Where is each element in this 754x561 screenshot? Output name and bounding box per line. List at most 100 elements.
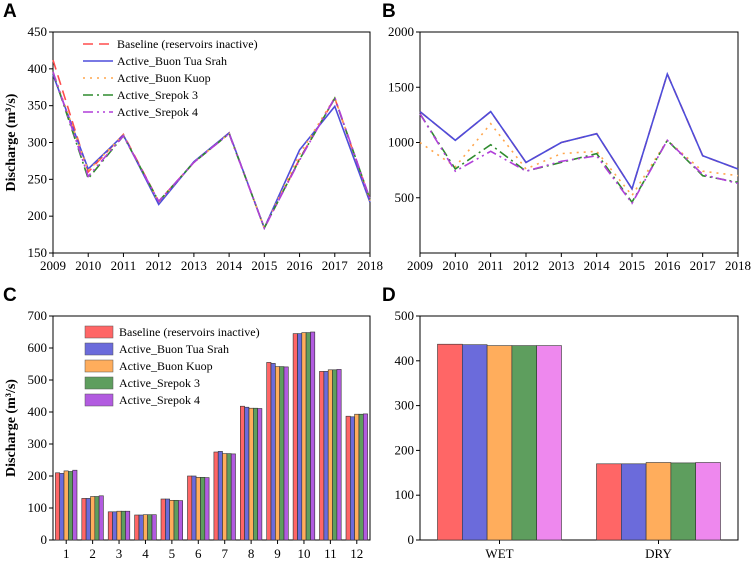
panel-c-bar xyxy=(244,406,250,541)
panel-c-bar xyxy=(349,416,355,541)
panel-b-plot-frame xyxy=(419,31,739,254)
panel-c-bar xyxy=(213,451,219,541)
panel-c-bar xyxy=(283,366,289,541)
panel-c-xtick-label: 5 xyxy=(169,546,176,561)
panel-a-ytick-label: 300 xyxy=(28,135,48,150)
panel-c-ytick-label: 500 xyxy=(28,372,48,387)
panel-c-bar xyxy=(68,471,74,541)
panel-d-ytick-label: 400 xyxy=(395,353,415,368)
panel-c-ytick-label: 600 xyxy=(28,340,48,355)
panel-a-xtick-label: 2017 xyxy=(322,258,349,273)
panel-label-c: C xyxy=(3,285,17,306)
panel-a-legend-label: Baseline (reservoirs inactive) xyxy=(117,37,258,51)
panel-a-series-line xyxy=(52,59,371,230)
panel-c-bar xyxy=(275,366,280,541)
panel-c-bar xyxy=(187,475,193,541)
panel-c-bar xyxy=(169,499,175,541)
panel-c-bar xyxy=(134,514,140,541)
panel-c-bar xyxy=(323,371,329,541)
panel-c-bar xyxy=(116,510,122,541)
panel-c-legend-swatch xyxy=(84,342,114,356)
panel-c-y-axis-title: Discharge (m³/s) xyxy=(4,379,19,477)
panel-b-xtick-label: 2012 xyxy=(513,258,539,273)
panel-c-bar xyxy=(297,333,303,541)
panel-a-xtick-label: 2014 xyxy=(216,258,243,273)
panel-c-ytick-label: 0 xyxy=(41,532,48,547)
panel-label-b: B xyxy=(382,1,396,22)
panel-b-xtick-label: 2014 xyxy=(584,258,611,273)
panel-a-line-chart: 150 200 250 300 350 400 450 Discharge (m³/s) 200… xyxy=(4,24,383,273)
panel-b-xtick-label: 2018 xyxy=(725,258,751,273)
panel-c-xtick-label: 6 xyxy=(195,546,202,561)
panel-c-bar xyxy=(226,453,232,541)
panel-c-xtick-label: 1 xyxy=(63,546,70,561)
panel-a-series-line xyxy=(52,74,371,231)
panel-d-bar xyxy=(620,463,647,541)
panel-label-d: D xyxy=(382,285,396,306)
panel-a-xtick-label: 2016 xyxy=(287,258,314,273)
panel-c-legend-label: Active_Srepok 3 xyxy=(119,376,200,390)
panel-c-bar xyxy=(173,499,179,541)
panel-c-legend-swatch xyxy=(84,325,114,339)
panel-c-xtick-label: 10 xyxy=(297,546,310,561)
panel-c-bar xyxy=(230,453,236,541)
panel-c-xtick-label: 9 xyxy=(274,546,281,561)
panel-d-bar-chart: 0 100 200 300 400 500 WET DRY xyxy=(395,308,739,561)
panel-c-legend-swatch xyxy=(84,376,114,390)
panel-c-ytick-label: 700 xyxy=(28,308,48,323)
panel-a-y-axis-title: Discharge (m³/s) xyxy=(4,93,19,191)
panel-c-bar xyxy=(345,415,351,541)
panel-d-bar xyxy=(486,345,513,541)
panel-a-xtick-label: 2018 xyxy=(357,258,383,273)
panel-d-bar xyxy=(511,345,537,541)
panel-c-bar xyxy=(125,510,131,541)
panel-a-ytick-label: 150 xyxy=(28,245,48,260)
panel-c-bar xyxy=(59,473,65,541)
panel-c-bar xyxy=(138,514,144,541)
panel-c-bar xyxy=(301,332,307,541)
panel-b-series-line xyxy=(419,113,739,205)
panel-c-bar xyxy=(143,514,148,541)
panel-c-bar xyxy=(332,369,338,541)
panel-a-xtick-label: 2011 xyxy=(111,258,137,273)
panel-c-bar xyxy=(178,500,183,541)
panel-a-ytick-label: 250 xyxy=(28,171,48,186)
panel-c-bar xyxy=(305,332,311,541)
panel-b-series-line xyxy=(419,71,739,191)
panel-c-xtick-label: 11 xyxy=(324,546,337,561)
panel-b-ytick-label: 1000 xyxy=(388,135,414,150)
panel-a-legend-label: Active_Buon Tua Srah xyxy=(117,54,227,68)
panel-a-xtick-label: 2009 xyxy=(40,258,66,273)
panel-c-bar xyxy=(204,477,210,541)
panel-c-xtick-label: 4 xyxy=(142,546,149,561)
panel-d-bar xyxy=(695,462,721,541)
panel-c-bar xyxy=(55,472,61,541)
panel-c-bar xyxy=(160,498,166,541)
panel-c-bar xyxy=(222,453,228,541)
panel-c-bar xyxy=(327,369,333,541)
panel-c-legend-label: Active_Srepok 4 xyxy=(119,393,200,407)
panel-c-bar xyxy=(248,407,254,541)
panel-c-ytick-label: 300 xyxy=(28,436,48,451)
panel-c-bar xyxy=(240,405,245,541)
panel-a-xtick-label: 2015 xyxy=(251,258,277,273)
panel-b-xtick-label: 2013 xyxy=(548,258,574,273)
panel-c-bar xyxy=(107,511,113,541)
panel-d-plot-frame xyxy=(419,315,739,541)
panel-b-ytick-label: 2000 xyxy=(388,24,414,39)
panel-a-ytick-label: 350 xyxy=(28,98,48,113)
panel-c-bar xyxy=(270,363,276,541)
panel-b-xtick-label: 2015 xyxy=(619,258,645,273)
panel-a-legend-label: Active_Srepok 3 xyxy=(117,88,198,102)
panel-label-a: A xyxy=(3,1,17,22)
panel-c-bar xyxy=(310,331,316,541)
panel-d-bar xyxy=(670,462,697,541)
panel-a-legend-label: Active_Srepok 4 xyxy=(117,105,198,119)
panel-c-bar xyxy=(94,496,100,541)
panel-c-bar xyxy=(336,369,342,541)
panel-c-xtick-label: 7 xyxy=(221,546,228,561)
panel-c-bar xyxy=(319,371,325,541)
panel-c-bar xyxy=(362,413,368,541)
panel-c-bar xyxy=(195,476,201,541)
